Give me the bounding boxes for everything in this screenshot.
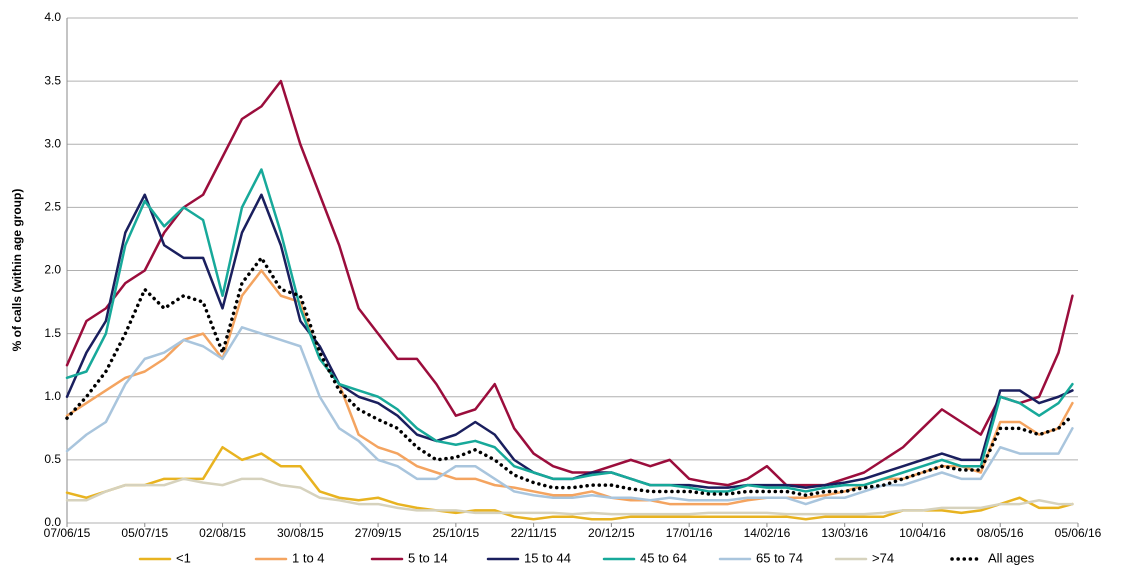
legend-label: 15 to 44	[524, 550, 571, 565]
legend-label: >74	[872, 550, 894, 565]
legend-label: 5 to 14	[408, 550, 448, 565]
x-tick-label: 10/04/16	[899, 526, 946, 540]
y-tick-label: 3.5	[44, 73, 61, 87]
series-line	[65, 326, 1074, 506]
legend-label: 65 to 74	[756, 550, 803, 565]
series-line	[65, 193, 1074, 489]
x-tick-label: 14/02/16	[744, 526, 791, 540]
y-tick-label: 1.0	[44, 389, 61, 403]
series-line	[65, 477, 1074, 516]
y-tick-label: 0.0	[44, 515, 61, 529]
x-tick-label: 30/08/15	[277, 526, 324, 540]
y-tick-label: 0.5	[44, 452, 61, 466]
series-line	[65, 256, 1075, 497]
y-tick-label: 1.5	[44, 326, 61, 340]
x-tick-label: 07/06/15	[44, 526, 91, 540]
series-line	[65, 79, 1074, 487]
x-tick-label: 27/09/15	[355, 526, 402, 540]
series-line	[65, 446, 1074, 521]
y-axis-label: % of calls (within age group)	[10, 189, 24, 352]
series-line	[65, 269, 1074, 506]
legend-label: 1 to 4	[292, 550, 325, 565]
x-tick-label: 05/07/15	[121, 526, 168, 540]
x-tick-label: 08/05/16	[977, 526, 1024, 540]
y-tick-label: 4.0	[44, 10, 61, 24]
y-tick-label: 3.0	[44, 136, 61, 150]
x-tick-label: 02/08/15	[199, 526, 246, 540]
y-tick-label: 2.5	[44, 200, 61, 214]
x-tick-label: 13/03/16	[821, 526, 868, 540]
legend-label: All ages	[988, 550, 1035, 565]
legend-label: <1	[176, 550, 191, 565]
series-line	[65, 168, 1074, 493]
x-tick-label: 25/10/15	[432, 526, 479, 540]
y-tick-label: 2.0	[44, 263, 61, 277]
legend-label: 45 to 64	[640, 550, 687, 565]
x-tick-label: 05/06/16	[1055, 526, 1102, 540]
x-tick-label: 20/12/15	[588, 526, 635, 540]
x-tick-label: 17/01/16	[666, 526, 713, 540]
x-tick-label: 22/11/15	[511, 526, 557, 540]
